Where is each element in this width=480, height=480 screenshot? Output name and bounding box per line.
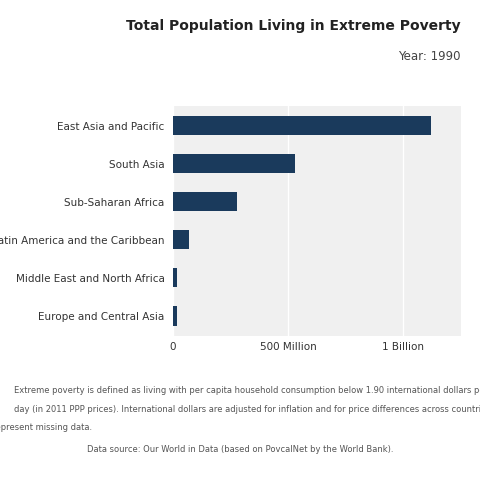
Text: Extreme poverty is defined as living with per capita household consumption below: Extreme poverty is defined as living wit… xyxy=(14,386,480,396)
Text: Data source: Our World in Data (based on PovcalNet by the World Bank).: Data source: Our World in Data (based on… xyxy=(87,445,393,454)
Bar xyxy=(173,268,177,288)
Text: Missing bars represent missing data.: Missing bars represent missing data. xyxy=(0,423,92,432)
Bar xyxy=(173,230,189,250)
Text: Total Population Living in Extreme Poverty: Total Population Living in Extreme Pover… xyxy=(126,19,461,33)
Bar xyxy=(173,192,237,211)
Bar xyxy=(173,116,431,135)
Text: Year: 1990: Year: 1990 xyxy=(398,50,461,63)
Text: day (in 2011 PPP prices). International dollars are adjusted for inflation and f: day (in 2011 PPP prices). International … xyxy=(14,405,480,414)
Bar xyxy=(173,154,295,173)
Bar xyxy=(173,307,178,325)
